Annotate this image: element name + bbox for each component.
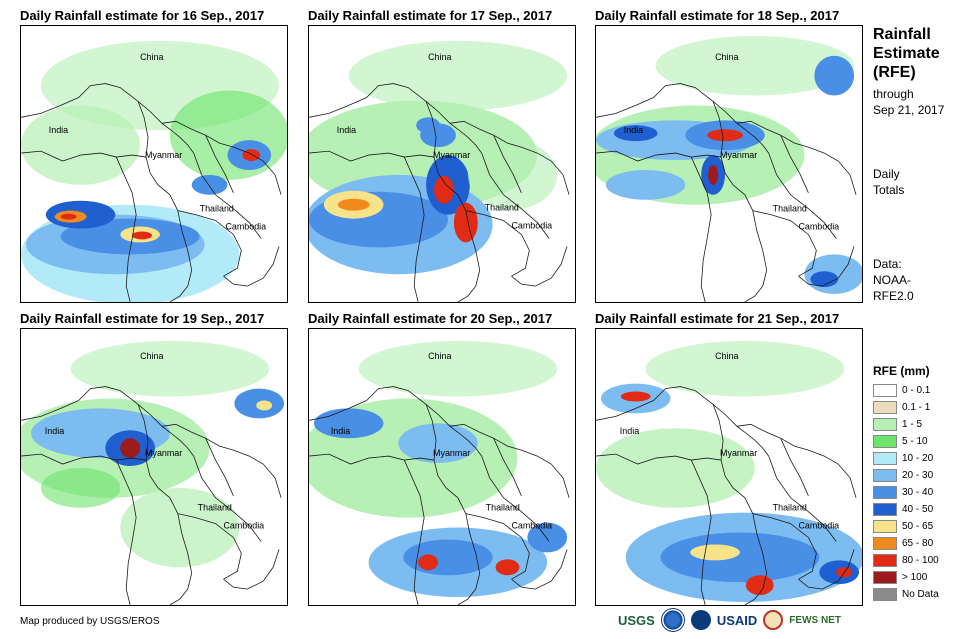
- label-myanmar: Myanmar: [145, 150, 182, 160]
- logo-bar: USGS USAID FEWS NET: [618, 606, 863, 634]
- legend-label: 30 - 40: [902, 487, 934, 498]
- legend-swatch: [873, 401, 897, 414]
- legend-item: 50 - 65: [873, 518, 939, 535]
- label-cambodia: Cambodia: [225, 222, 266, 232]
- legend-label: 5 - 10: [902, 436, 928, 447]
- label-cambodia: Cambodia: [223, 521, 264, 531]
- label-myanmar: Myanmar: [720, 150, 757, 160]
- label-china: China: [428, 52, 451, 62]
- legend-item: 80 - 100: [873, 552, 939, 569]
- legend-label: 40 - 50: [902, 504, 934, 515]
- legend-label: 80 - 100: [902, 555, 939, 566]
- data-source: Data: NOAA- RFE2.0: [873, 257, 914, 303]
- legend-swatch: [873, 503, 897, 516]
- fews-net-emblem-icon: [763, 610, 784, 630]
- label-india: India: [331, 426, 350, 436]
- label-thailand: Thailand: [200, 204, 234, 214]
- legend-item: 10 - 20: [873, 450, 939, 467]
- through-date: through Sep 21, 2017: [873, 87, 945, 117]
- legend-swatch: [873, 452, 897, 465]
- legend-item: 0 - 0.1: [873, 382, 939, 399]
- panel-title-18-sep: Daily Rainfall estimate for 18 Sep., 201…: [595, 8, 840, 23]
- noaa-logo-icon: [660, 608, 685, 632]
- label-myanmar: Myanmar: [145, 448, 182, 458]
- legend-item: 20 - 30: [873, 467, 939, 484]
- label-cambodia: Cambodia: [798, 222, 839, 232]
- map-panel-19-sep: China India Myanmar Thailand Cambodia: [20, 328, 288, 606]
- fews-net-logo: FEWS NET: [789, 614, 841, 626]
- legend-label: No Data: [902, 589, 939, 600]
- legend-swatch: [873, 469, 897, 482]
- legend-label: 0.1 - 1: [902, 402, 931, 413]
- label-india: India: [624, 125, 643, 135]
- legend-swatch: [873, 520, 897, 533]
- label-india: India: [337, 125, 356, 135]
- label-myanmar: Myanmar: [433, 150, 470, 160]
- label-thailand: Thailand: [198, 503, 232, 513]
- legend-item: 5 - 10: [873, 433, 939, 450]
- daily-totals: Daily Totals: [873, 167, 905, 197]
- legend-swatch: [873, 571, 897, 584]
- legend-label: 10 - 20: [902, 453, 934, 464]
- map-panel-20-sep: China India Myanmar Thailand Cambodia: [308, 328, 576, 606]
- label-india: India: [620, 426, 639, 436]
- legend-label: 50 - 65: [902, 521, 934, 532]
- legend-item: 40 - 50: [873, 501, 939, 518]
- label-india: India: [49, 125, 68, 135]
- legend-item: > 100: [873, 569, 939, 586]
- legend-title: RFE (mm): [873, 364, 930, 378]
- usaid-logo: USAID: [716, 612, 758, 628]
- panel-title-21-sep: Daily Rainfall estimate for 21 Sep., 201…: [595, 311, 840, 326]
- usgs-logo: USGS: [618, 612, 655, 628]
- label-china: China: [428, 351, 451, 361]
- map-panel-18-sep: China India Myanmar Thailand Cambodia: [595, 25, 863, 303]
- label-thailand: Thailand: [486, 503, 520, 513]
- label-china: China: [140, 351, 163, 361]
- map-panel-17-sep: China India Myanmar Thailand Cambodia: [308, 25, 576, 303]
- legend-label: 65 - 80: [902, 538, 934, 549]
- label-india: India: [45, 426, 64, 436]
- rfe-title: Rainfall Estimate (RFE): [873, 26, 940, 81]
- legend: 0 - 0.1 0.1 - 1 1 - 5 5 - 10 10 - 20 20 - 30 3…: [873, 382, 939, 603]
- label-china: China: [715, 351, 738, 361]
- legend-swatch: [873, 486, 897, 499]
- panel-title-20-sep: Daily Rainfall estimate for 20 Sep., 201…: [308, 311, 553, 326]
- legend-swatch: [873, 537, 897, 550]
- map-panel-16-sep: China India Myanmar Thailand Cambodia: [20, 25, 288, 303]
- label-myanmar: Myanmar: [433, 448, 470, 458]
- label-thailand: Thailand: [773, 204, 807, 214]
- label-cambodia: Cambodia: [511, 521, 552, 531]
- legend-swatch: [873, 554, 897, 567]
- panel-title-17-sep: Daily Rainfall estimate for 17 Sep., 201…: [308, 8, 553, 23]
- label-thailand: Thailand: [485, 203, 519, 213]
- legend-label: 0 - 0.1: [902, 385, 931, 396]
- map-panel-21-sep: China India Myanmar Thailand Cambodia: [595, 328, 863, 606]
- label-cambodia: Cambodia: [511, 221, 552, 231]
- map-credit: Map produced by USGS/EROS: [20, 616, 160, 627]
- legend-label: 1 - 5: [902, 419, 923, 430]
- legend-item: 65 - 80: [873, 535, 939, 552]
- legend-swatch: [873, 588, 897, 601]
- label-cambodia: Cambodia: [798, 521, 839, 531]
- usaid-seal-icon: [690, 610, 711, 630]
- legend-item: No Data: [873, 586, 939, 603]
- label-china: China: [140, 52, 163, 62]
- legend-item: 30 - 40: [873, 484, 939, 501]
- legend-item: 1 - 5: [873, 416, 939, 433]
- legend-swatch: [873, 435, 897, 448]
- legend-label: > 100: [902, 572, 928, 583]
- legend-swatch: [873, 384, 897, 397]
- legend-swatch: [873, 418, 897, 431]
- label-thailand: Thailand: [773, 503, 807, 513]
- legend-item: 0.1 - 1: [873, 399, 939, 416]
- label-myanmar: Myanmar: [720, 448, 757, 458]
- panel-title-16-sep: Daily Rainfall estimate for 16 Sep., 201…: [20, 8, 265, 23]
- legend-label: 20 - 30: [902, 470, 934, 481]
- panel-title-19-sep: Daily Rainfall estimate for 19 Sep., 201…: [20, 311, 265, 326]
- label-china: China: [715, 52, 738, 62]
